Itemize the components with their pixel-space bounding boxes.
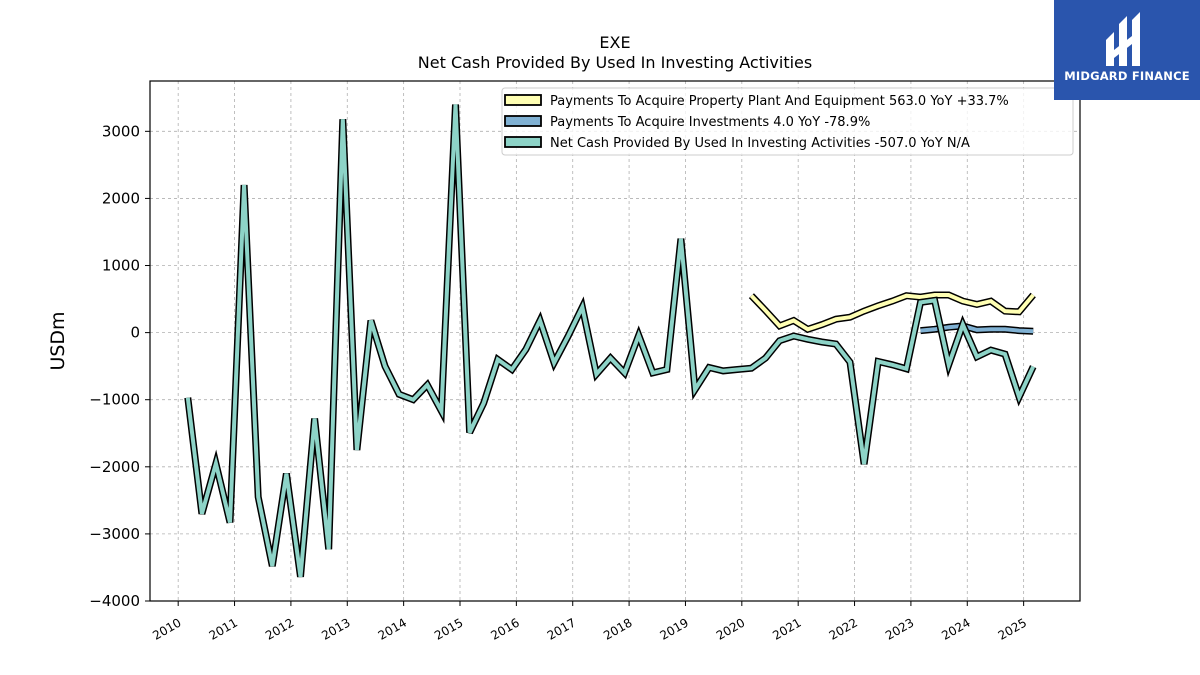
series-line <box>185 104 1036 578</box>
legend-swatch <box>504 94 542 106</box>
y-tick-label: 1000 <box>102 257 140 275</box>
x-tick-label: 2011 <box>207 615 240 642</box>
legend-swatch <box>504 136 542 148</box>
legend-label: Payments To Acquire Property Plant And E… <box>550 94 1009 109</box>
logo-text: MIDGARD FINANCE <box>1064 69 1190 83</box>
x-tick-label: 2021 <box>770 615 803 642</box>
legend-box <box>501 87 1074 156</box>
y-tick-label: −4000 <box>89 592 140 610</box>
y-tick-label: 3000 <box>102 122 140 140</box>
legend-label: Net Cash Provided By Used In Investing A… <box>550 136 970 151</box>
legend: Payments To Acquire Property Plant And E… <box>501 87 1074 156</box>
x-tick-label: 2025 <box>996 615 1029 642</box>
series-0 <box>748 291 1036 334</box>
x-tick-label: 2020 <box>714 615 747 642</box>
x-tick-label: 2015 <box>432 615 465 642</box>
logo-mark-icon <box>1106 12 1140 66</box>
chart-subtitle: Net Cash Provided By Used In Investing A… <box>418 53 812 72</box>
x-tick-label: 2012 <box>263 615 296 642</box>
grid-layer <box>150 81 1080 601</box>
y-axis-label: USDm <box>47 311 69 370</box>
x-tick-label: 2018 <box>601 615 634 642</box>
series-line-outline <box>184 104 1037 578</box>
x-tick-label: 2017 <box>545 615 578 642</box>
series-2 <box>184 104 1037 578</box>
legend-label: Payments To Acquire Investments 4.0 YoY … <box>550 115 870 130</box>
x-tick-label: 2023 <box>883 615 916 642</box>
x-tick-label: 2016 <box>488 615 521 642</box>
series-line <box>749 293 1035 332</box>
y-tick-label: −3000 <box>89 525 140 543</box>
x-tick-label: 2019 <box>658 615 691 642</box>
y-tick-label: 2000 <box>102 189 140 207</box>
x-tick-label: 2013 <box>319 615 352 642</box>
y-tick-label: −1000 <box>89 391 140 409</box>
midgard-finance-logo: MIDGARD FINANCE <box>1054 0 1200 100</box>
x-tick-label: 2014 <box>376 615 409 642</box>
series-layer <box>184 104 1037 578</box>
y-tick-label: −2000 <box>89 458 140 476</box>
legend-swatch <box>504 115 542 127</box>
x-tick-label: 2010 <box>150 615 183 642</box>
chart-title: EXE <box>599 33 630 52</box>
x-tick-label: 2022 <box>827 615 860 642</box>
y-tick-label: 0 <box>130 324 140 342</box>
axis-layer: 3000 2000 1000 0 −1000 −2000 −3000 −4000 2010 201… <box>89 122 1029 643</box>
x-tick-label: 2024 <box>939 615 972 642</box>
plot-frame <box>149 80 1081 602</box>
